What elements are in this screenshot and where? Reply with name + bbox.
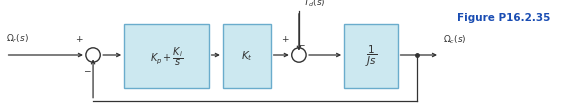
Text: $\dfrac{1}{Js}$: $\dfrac{1}{Js}$ bbox=[365, 43, 377, 69]
Text: +: + bbox=[281, 35, 289, 44]
Text: $-$: $-$ bbox=[297, 39, 306, 48]
Text: $K_t$: $K_t$ bbox=[241, 49, 253, 63]
Text: $-$: $-$ bbox=[83, 65, 92, 74]
Text: $K_p+\dfrac{K_i}{s}$: $K_p+\dfrac{K_i}{s}$ bbox=[149, 45, 183, 68]
Text: $\Omega_r(s)$: $\Omega_r(s)$ bbox=[6, 32, 28, 45]
FancyBboxPatch shape bbox=[344, 24, 398, 88]
Text: Figure P16.2.35: Figure P16.2.35 bbox=[456, 13, 550, 23]
Text: $T_d(s)$: $T_d(s)$ bbox=[303, 0, 326, 9]
Text: $\Omega_c(s)$: $\Omega_c(s)$ bbox=[443, 33, 466, 46]
FancyBboxPatch shape bbox=[223, 24, 271, 88]
FancyBboxPatch shape bbox=[124, 24, 209, 88]
Circle shape bbox=[292, 48, 306, 62]
Circle shape bbox=[86, 48, 100, 62]
Text: +: + bbox=[76, 35, 83, 44]
